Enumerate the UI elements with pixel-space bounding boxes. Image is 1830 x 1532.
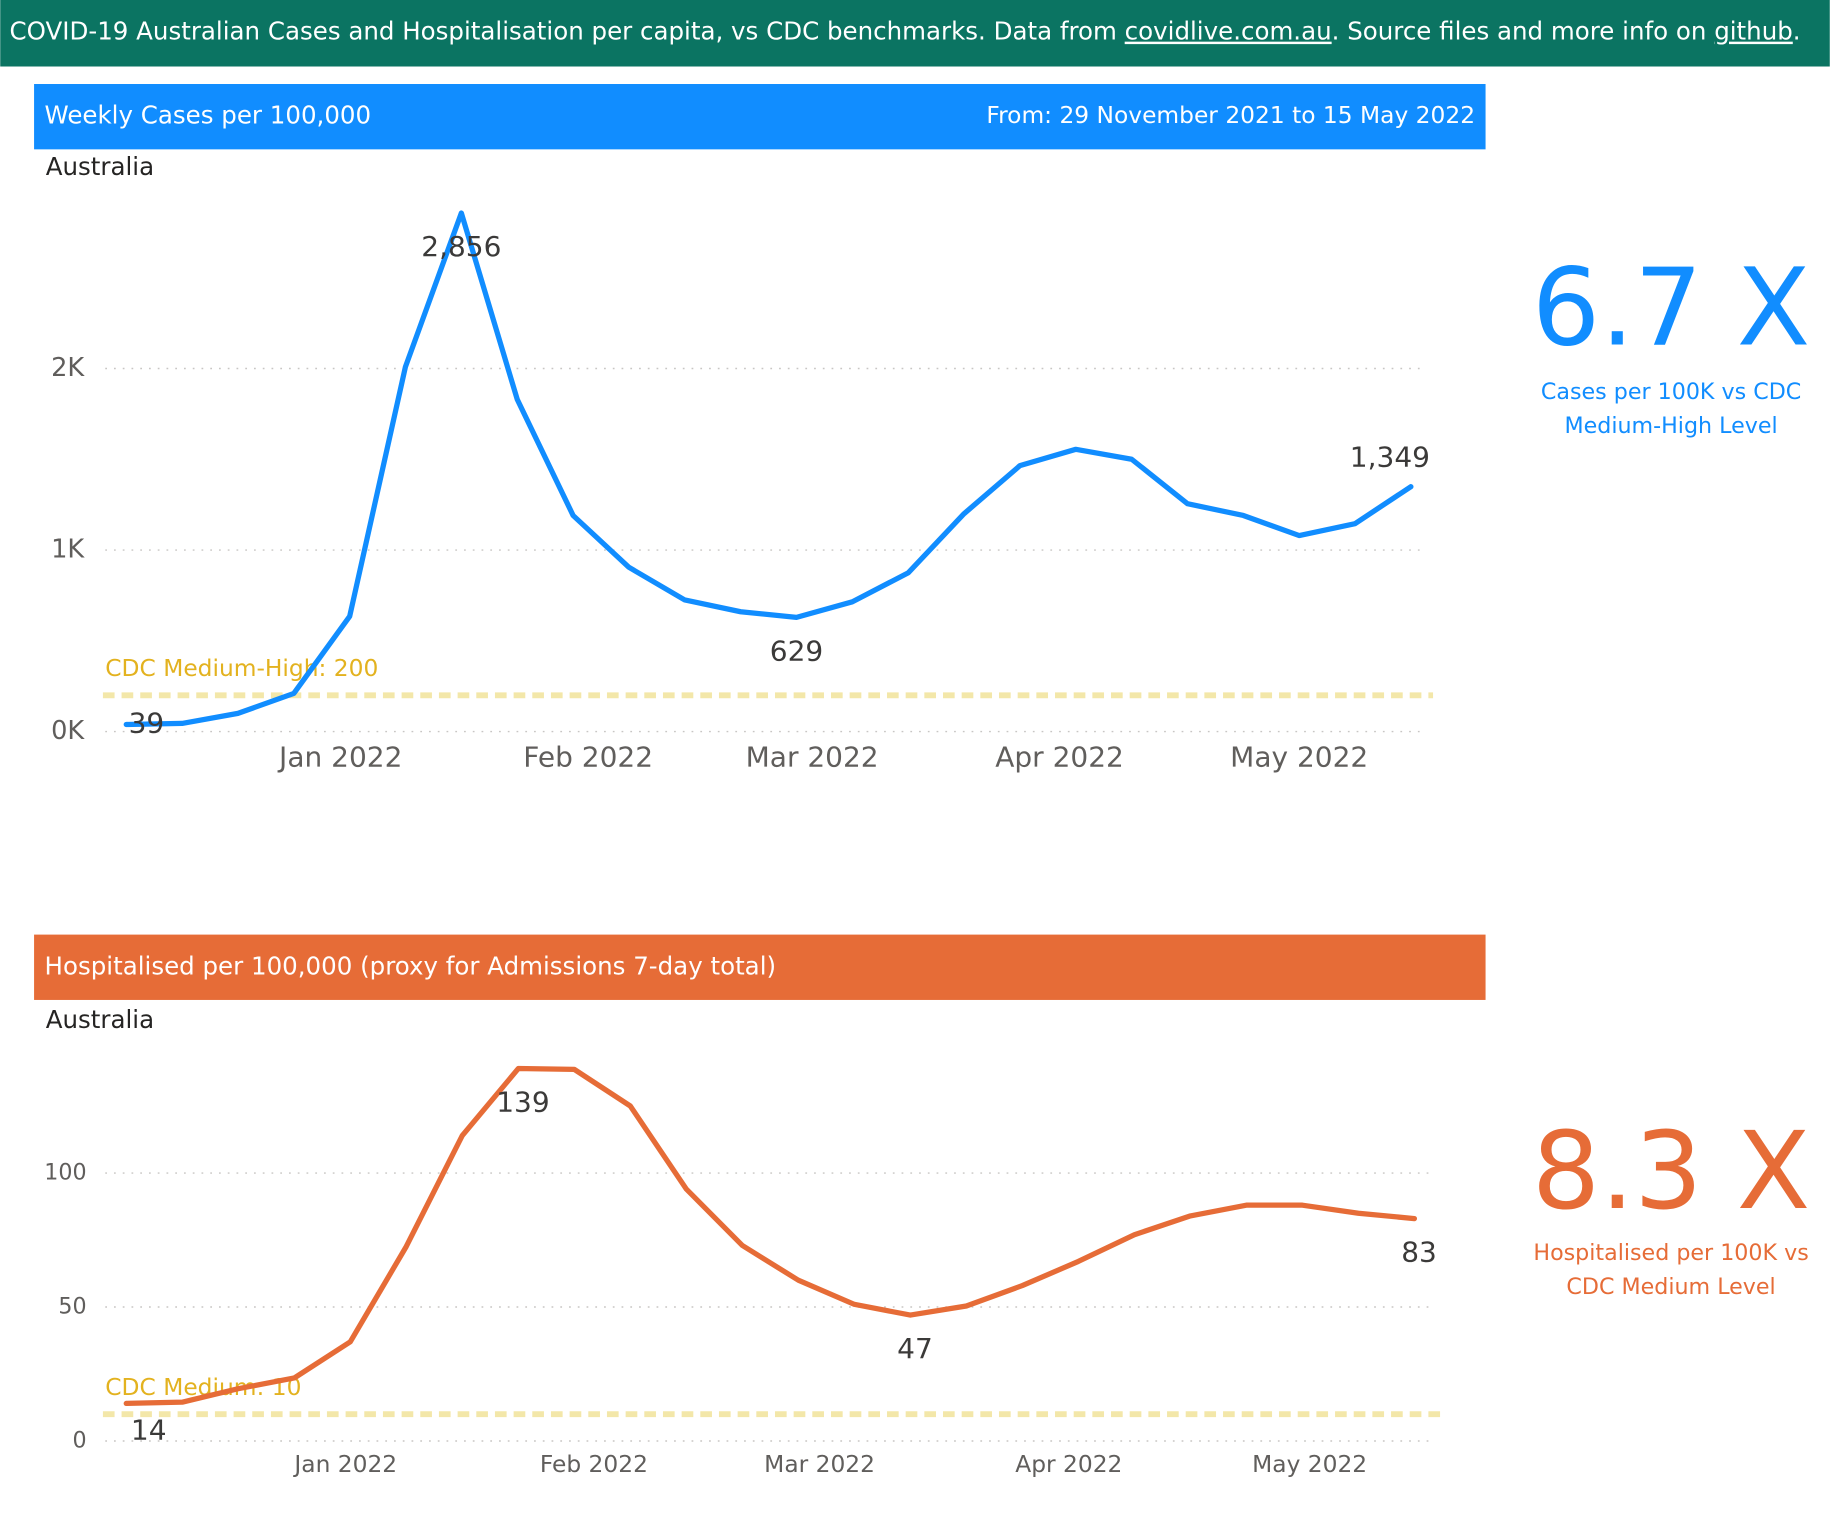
panel-title: Hospitalised per 100,000 (proxy for Admi… xyxy=(45,951,777,980)
data-label: 1,349 xyxy=(1350,441,1430,474)
kpi-label: Hospitalised per 100K vs CDC Medium Leve… xyxy=(1533,1240,1809,1300)
data-label: 629 xyxy=(770,634,823,667)
data-line xyxy=(123,1065,1418,1407)
panel-title: Weekly Cases per 100,000 xyxy=(45,101,372,130)
y-tick-label: 2K xyxy=(51,353,85,383)
data-label: 139 xyxy=(496,1086,549,1119)
data-label: 39 xyxy=(129,706,165,739)
panel-subtitle: From: 29 November 2021 to 15 May 2022 xyxy=(986,101,1475,129)
header-intro: COVID-19 Australian Cases and Hospitalis… xyxy=(10,17,1125,46)
y-tick-label: 0K xyxy=(51,716,85,746)
x-tick-label: Jan 2022 xyxy=(292,1450,397,1478)
panel-banner xyxy=(34,934,1486,1000)
header-end: . xyxy=(1793,17,1801,46)
header-middle: . Source files and more info on xyxy=(1332,17,1715,46)
x-tick-label: Mar 2022 xyxy=(764,1450,875,1478)
data-label: 47 xyxy=(897,1332,933,1365)
x-tick-label: Feb 2022 xyxy=(523,740,653,773)
kpi-label-box: Hospitalised per 100K vs CDC Medium Leve… xyxy=(1533,1240,1809,1300)
data-label: 83 xyxy=(1401,1236,1437,1269)
region-label: Australia xyxy=(46,1005,154,1034)
x-tick-label: May 2022 xyxy=(1230,740,1368,773)
x-tick-label: Jan 2022 xyxy=(277,740,402,773)
link[interactable]: github xyxy=(1714,17,1793,46)
data-line xyxy=(123,210,1414,728)
data-label: 14 xyxy=(131,1413,167,1446)
x-tick-label: Apr 2022 xyxy=(1015,1450,1122,1478)
x-tick-label: Apr 2022 xyxy=(995,740,1124,773)
data-label: 2,856 xyxy=(421,230,501,263)
region-label: Australia xyxy=(46,152,154,181)
y-tick-label: 100 xyxy=(44,1160,86,1186)
x-tick-label: May 2022 xyxy=(1252,1450,1367,1478)
header-text: COVID-19 Australian Cases and Hospitalis… xyxy=(10,17,1801,46)
benchmark-label: CDC Medium-High: 200 xyxy=(105,654,378,682)
x-tick-label: Mar 2022 xyxy=(746,740,879,773)
kpi-label-box: Cases per 100K vs CDC Medium-High Level xyxy=(1540,379,1802,439)
panel-banner xyxy=(34,84,1486,150)
kpi-value: 6.7 X xyxy=(1532,245,1810,370)
y-tick-label: 50 xyxy=(58,1294,86,1320)
header-bar xyxy=(0,0,1830,67)
kpi-value: 8.3 X xyxy=(1532,1109,1810,1234)
y-tick-label: 0 xyxy=(72,1427,86,1453)
link[interactable]: covidlive.com.au xyxy=(1125,17,1332,46)
x-tick-label: Feb 2022 xyxy=(540,1450,648,1478)
kpi-label: Cases per 100K vs CDC Medium-High Level xyxy=(1540,379,1802,439)
y-tick-label: 1K xyxy=(51,535,85,565)
